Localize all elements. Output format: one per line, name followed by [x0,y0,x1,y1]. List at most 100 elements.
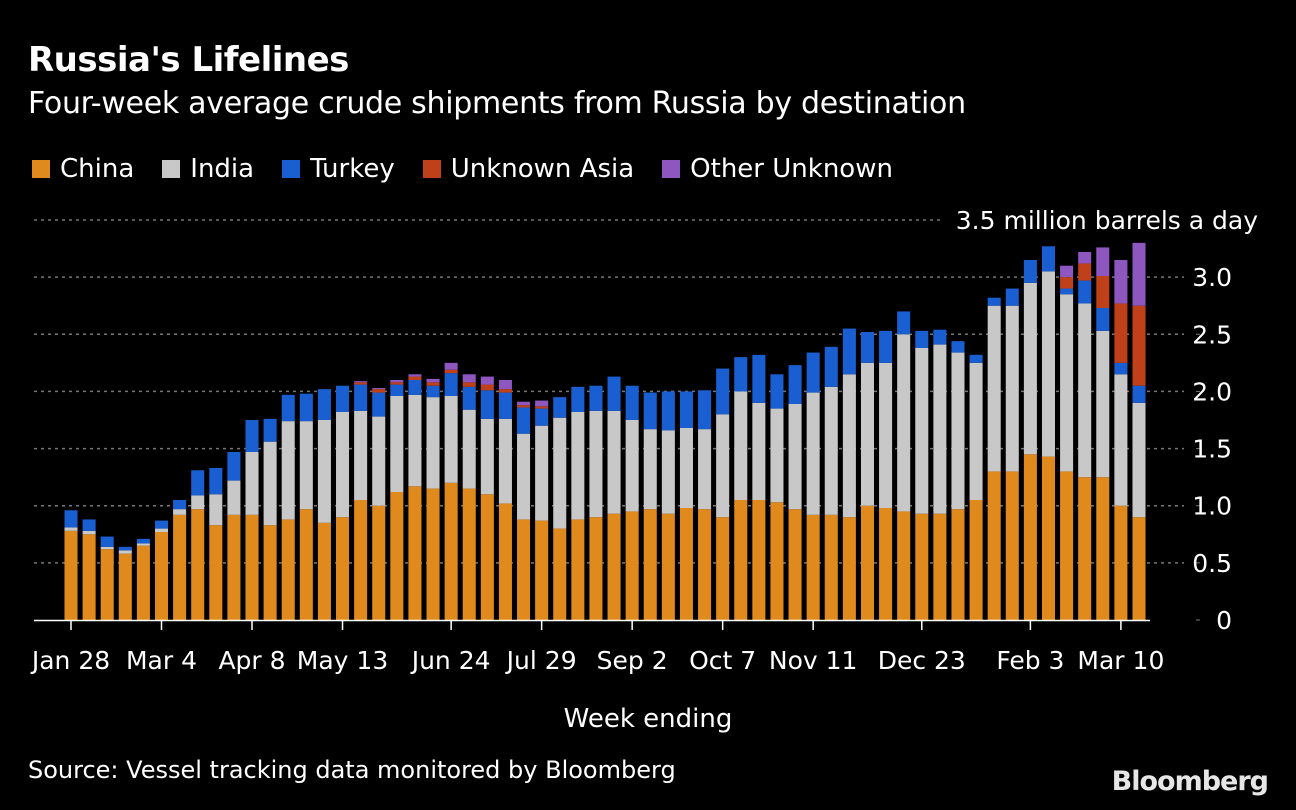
bar-segment-china [951,509,965,620]
bar-segment-china [82,534,96,620]
bar-segment-turkey [915,330,929,348]
bar-segment-turkey [263,418,277,442]
bar-segment-china [390,492,404,620]
bar-segment-china [136,545,150,620]
bar-segment-turkey [498,392,512,419]
x-tick-label: Mar 10 [1077,646,1164,675]
bar-segment-china [933,513,947,620]
bar-segment-other-unknown [408,374,422,377]
bar-segment-turkey [317,389,331,420]
bar-segment-turkey [770,374,784,409]
bar-segment-turkey [860,332,874,363]
bar-segment-china [752,500,766,620]
bar-segment-china [173,514,187,620]
bar-segment-india [915,348,929,514]
bar-segment-india [1078,303,1092,478]
bar-segment-turkey [933,329,947,345]
bar-segment-turkey [245,420,259,452]
bar-segment-china [1060,471,1074,620]
bar-segment-india [860,362,874,506]
bar-segment-india [969,362,983,500]
bar-segment-china [263,525,277,620]
bar-segment-china [154,532,169,620]
bar-segment-china [625,511,639,620]
bar-segment-china [915,513,929,620]
bar-segment-turkey [1041,246,1056,272]
bar-segment-india [64,527,78,531]
bar-segment-china [299,509,313,620]
x-tick-label: Dec 23 [878,646,966,675]
bar-segment-india [698,429,712,510]
bar-segment-india [82,530,96,535]
bar-segment-india [933,344,947,514]
bar-segment-india [390,396,404,492]
bar-segment-unknown-asia [444,369,458,374]
legend-swatch-unknown-asia [422,160,441,178]
bar-segment-china [535,520,549,620]
bar-segment-turkey [227,452,241,481]
bar-segment-turkey [951,341,965,353]
bar-segment-china [643,509,657,620]
bar-segment-unknown-asia [498,389,512,393]
bar-segment-turkey [661,391,675,431]
bar-segment-other-unknown [444,362,458,370]
bar-segment-turkey [517,407,531,434]
x-tick-label: Apr 8 [218,646,285,675]
legend-swatch-china [32,160,50,178]
bar-segment-turkey [462,386,476,410]
legend-label-unknown-asia: Unknown Asia [450,154,635,184]
bar-segment-india [191,495,205,510]
bar-segment-china [227,514,241,620]
y-tick-label: 1.0 [1192,492,1232,521]
bar-segment-china [480,494,494,620]
bar-segment-china [462,488,476,620]
y-tick-label: 3.0 [1192,263,1232,292]
bar-segment-turkey [64,510,78,528]
bar-segment-turkey [191,470,205,496]
bar-segment-china [317,522,331,620]
bar-segment-other-unknown [498,380,512,390]
bar-segment-turkey [100,536,114,547]
bar-segment-india [173,509,187,515]
bar-segment-india [299,421,313,510]
bar-segment-india [1114,374,1128,506]
bar-segment-india [517,433,531,520]
bar-segment-unknown-asia [390,382,404,385]
legend: China India Turkey Unknown Asia Other Un… [32,154,893,184]
bar-segment-unknown-asia [408,376,422,380]
bar-segment-unknown-asia [517,405,531,408]
bar-segment-turkey [716,368,730,415]
bar-segment-other-unknown [535,400,549,407]
bar-segment-unknown-asia [372,389,386,393]
bar-segment-turkey [1114,362,1128,375]
bar-segment-china [571,519,585,620]
bar-segment-turkey [969,354,983,363]
bar-segment-china [336,517,350,620]
bar-segment-unknown-asia [1096,276,1110,308]
bar-segment-china [806,514,820,620]
x-tick-label: Sep 2 [597,646,668,675]
y-tick-label: 0 [1216,606,1232,635]
bar-segment-india [1096,330,1110,478]
bar-segment-unknown-asia [1060,277,1074,289]
bar-segment-china [1096,477,1110,620]
bar-segment-china [770,502,784,620]
bar-segment-india [136,543,150,546]
bar-segment-india [1132,402,1146,518]
x-tick-label: Jul 29 [505,646,577,675]
bar-segment-china [1041,456,1056,620]
bar-segment-turkey [408,380,422,395]
bar-segment-turkey [118,546,132,551]
legend-label-china: China [60,154,135,184]
bar-segment-india [716,414,730,518]
bar-segment-china [698,509,712,620]
x-tick-label: Jan 28 [30,646,110,675]
x-axis-title: Week ending [563,704,733,734]
bar-segment-india [679,428,693,508]
bar-segment-other-unknown [1060,265,1074,278]
bar-segment-china [897,511,911,620]
bar-segment-india [263,441,277,526]
y-tick-label: 2.5 [1192,320,1232,349]
bar-segment-china [1114,505,1128,620]
bar-segment-india [354,410,368,500]
